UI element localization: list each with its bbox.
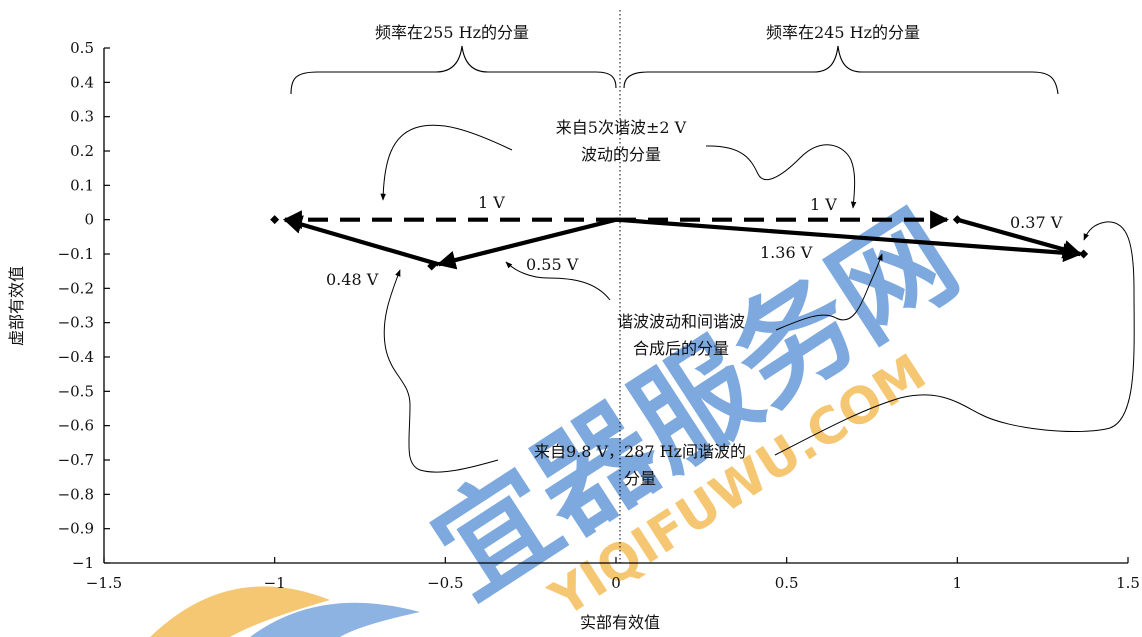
- y-tick-label: −0.4: [58, 348, 94, 366]
- right-brace: [623, 45, 1059, 95]
- annotation-interharmonic-line1: 来自9.8 V，287 Hz间谐波的: [534, 442, 746, 461]
- y-tick-label: −0.5: [58, 382, 94, 400]
- vector-label-055v: 0.55 V: [526, 255, 579, 274]
- vector-point: [270, 215, 280, 225]
- annotation-combined-line1: 谐波波动和间谐波: [617, 312, 745, 331]
- y-ticks: 0.5 0.4 0.3 0.2 0.1 0 −0.1 −0.2 −0.3 −0.4 −0.5 −0.6…: [58, 39, 110, 572]
- annotation-combined-line2: 合成后的分量: [633, 339, 729, 358]
- leader-interharmonic-left: [383, 269, 499, 473]
- y-tick-label: −0.1: [58, 245, 94, 263]
- axes: −1.5 −1 −0.5 0 0.5 1 1.5 0.5 0.4 0.3 0.2 0.1 0 −0.1 −…: [58, 10, 1140, 592]
- leader-harmonic-right: [705, 144, 857, 209]
- x-axis-title: 实部有效值: [580, 613, 660, 632]
- y-tick-label: 0.2: [70, 142, 94, 160]
- leader-harmonic-left: [380, 124, 513, 201]
- vector-point: [427, 261, 437, 271]
- y-tick-label: 0.5: [70, 39, 94, 57]
- y-tick-label: 0: [84, 211, 94, 229]
- vector-point: [952, 215, 962, 225]
- x-tick-label: 0: [611, 574, 621, 592]
- vector-label-left-1v: 1 V: [478, 193, 505, 212]
- vector-5: [956, 217, 1083, 259]
- annotation-harmonic-line2: 波动的分量: [581, 145, 661, 164]
- leader-combined-left: [505, 261, 611, 301]
- x-tick-label: 1.5: [1116, 574, 1140, 592]
- vector-label-037v: 0.37 V: [1010, 213, 1063, 232]
- x-tick-label: −1.5: [86, 574, 122, 592]
- label-245hz: 频率在245 Hz的分量: [766, 23, 920, 42]
- watermark-swoosh: [150, 586, 330, 637]
- x-tick-label: −1: [264, 574, 286, 592]
- leader-combined-right: [775, 253, 883, 331]
- y-tick-label: −0.2: [58, 279, 94, 297]
- y-axis-title: 虚部有效值: [7, 266, 26, 346]
- y-tick-label: −0.8: [58, 485, 94, 503]
- x-tick-label: 1: [953, 574, 963, 592]
- vector-label-136v: 1.36 V: [760, 243, 813, 262]
- vector-2: [436, 217, 617, 270]
- left-brace: [290, 45, 617, 95]
- vector-4: [615, 217, 1083, 263]
- x-tick-label: −0.5: [427, 574, 463, 592]
- vector-label-048v: 0.48 V: [326, 270, 379, 289]
- y-tick-label: −0.7: [58, 451, 94, 469]
- x-tick-label: 0.5: [775, 574, 799, 592]
- annotation-interharmonic-line2: 分量: [624, 469, 656, 488]
- leader-interharmonic-right: [774, 221, 1135, 456]
- y-tick-label: −0.9: [58, 520, 94, 538]
- watermark-swoosh-blue: [250, 602, 420, 637]
- label-255hz: 频率在255 Hz的分量: [375, 23, 529, 42]
- watermark: 宜器服务网 YIQIFUWU.COM: [150, 186, 980, 637]
- x-ticks: −1.5 −1 −0.5 0 0.5 1 1.5: [86, 557, 1140, 592]
- vector-point: [1079, 249, 1089, 259]
- y-tick-label: 0.1: [70, 176, 94, 194]
- y-tick-label: −1: [72, 554, 94, 572]
- vector-3: [283, 215, 440, 267]
- y-tick-label: −0.3: [58, 314, 94, 332]
- vector-points: [270, 215, 1089, 271]
- vectors: [283, 210, 1083, 270]
- annotation-harmonic-line1: 来自5次谐波±2 V: [556, 118, 687, 137]
- y-tick-label: 0.3: [70, 108, 94, 126]
- vector-label-right-1v: 1 V: [810, 195, 837, 214]
- y-tick-label: −0.6: [58, 417, 94, 435]
- y-tick-label: 0.4: [70, 73, 94, 91]
